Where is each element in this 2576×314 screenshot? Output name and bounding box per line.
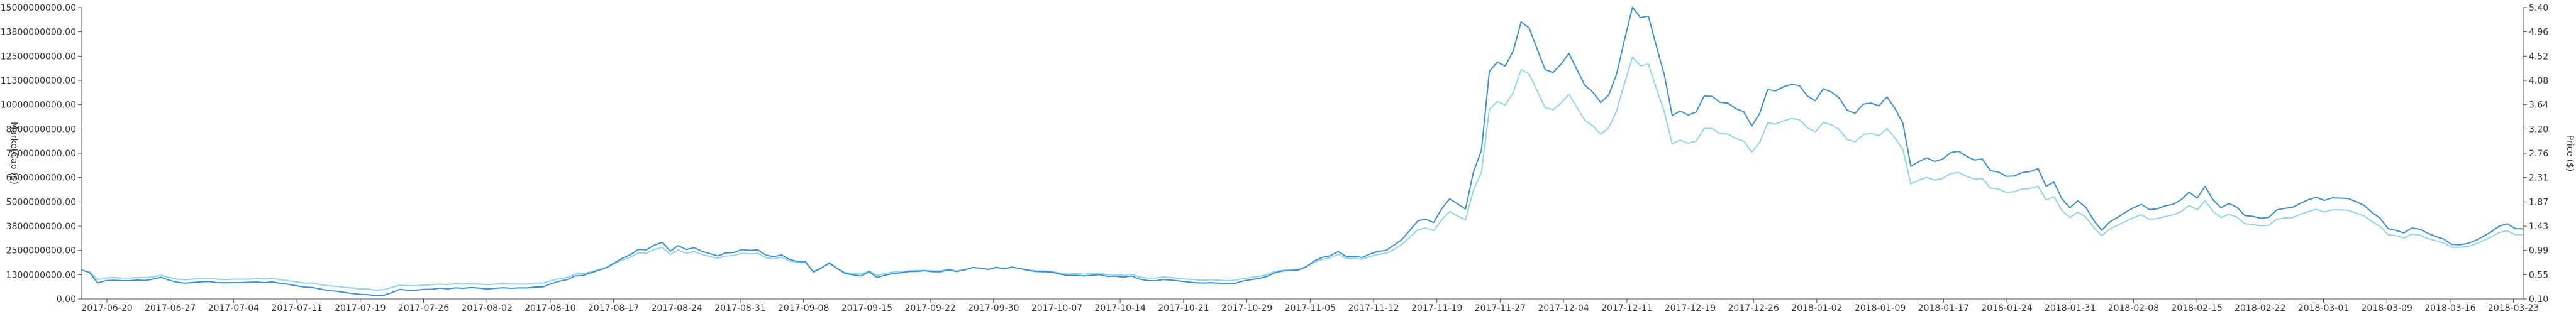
x-tick-label: 2017-11-19 [1411,303,1462,313]
right-y-tick-label: 1.43 [2529,222,2548,232]
series-group [81,6,2524,296]
x-tick-label: 2017-08-17 [588,303,639,313]
left-y-tick-label: 11300000000.00 [1,76,76,86]
left-y-tick-label: 5000000000.00 [6,197,76,207]
left-y-tick-label: 12500000000.00 [1,51,76,62]
x-tick-label: 2017-10-21 [1158,303,1209,313]
right-y-tick-label: 1.87 [2529,197,2548,207]
right-y-tick-label: 0.99 [2529,246,2548,256]
left-y-tick-label: 10000000000.00 [1,100,76,111]
x-tick-label: 2018-01-31 [2045,303,2096,313]
x-tick-label: 2017-11-27 [1475,303,1526,313]
left-y-tick-label: 3800000000.00 [6,222,76,232]
x-tick-label: 2017-11-12 [1348,303,1399,313]
x-tick-label: 2018-03-23 [2488,303,2539,313]
x-tick-label: 2017-10-07 [1031,303,1082,313]
x-tick-label: 2018-02-15 [2171,303,2222,313]
x-tick-label: 2018-01-09 [1855,303,1906,313]
price-series-line [81,56,2524,291]
x-tick-label: 2017-12-11 [1601,303,1652,313]
right-y-tick-label: 2.76 [2529,149,2548,159]
left-y-tick-label: 15000000000.00 [1,3,76,13]
right-y-tick-label: 5.40 [2529,3,2548,13]
x-tick-label: 2017-10-29 [1221,303,1272,313]
left-y-tick-label: 1300000000.00 [6,270,76,280]
x-tick-label: 2017-07-11 [271,303,322,313]
right-y-tick-label: 2.31 [2529,173,2548,183]
x-tick-label: 2017-07-04 [208,303,259,313]
left-y-tick-label: 8800000000.00 [6,124,76,134]
marketcap-series-line [81,6,2524,296]
x-tick-label: 2017-12-19 [1665,303,1716,313]
x-tick-label: 2017-12-26 [1728,303,1779,313]
x-tick-label: 2018-03-09 [2362,303,2412,313]
x-tick-label: 2017-07-19 [335,303,386,313]
x-tick-label: 2017-11-05 [1285,303,1336,313]
left-y-tick-label: 7500000000.00 [6,149,76,159]
left-y-axis-ticks: 0.00 1300000000.00 2500000000.00 3800000000… [1,3,82,305]
left-y-tick-label: 13800000000.00 [1,28,76,38]
x-tick-label: 2017-12-04 [1538,303,1589,313]
x-tick-label: 2017-09-22 [904,303,955,313]
right-y-tick-label: 3.64 [2529,100,2548,111]
x-tick-label: 2018-03-01 [2298,303,2349,313]
right-y-tick-label: 0.55 [2529,270,2548,280]
x-tick-label: 2017-09-15 [841,303,892,313]
x-tick-label: 2017-06-27 [145,303,196,313]
right-y-tick-label: 4.08 [2529,76,2548,86]
x-tick-label: 2018-02-22 [2235,303,2285,313]
x-tick-label: 2017-08-31 [714,303,765,313]
x-tick-label: 2018-01-02 [1791,303,1842,313]
x-tick-label: 2017-10-14 [1095,303,1146,313]
left-y-tick-label: 2500000000.00 [6,246,76,256]
x-tick-label: 2017-09-08 [778,303,829,313]
x-tick-label: 2018-02-08 [2108,303,2159,313]
right-y-tick-label: 3.20 [2529,124,2548,134]
x-tick-label: 2018-03-16 [2424,303,2475,313]
right-y-axis-ticks: 0.10 0.55 0.99 1.43 1.87 2.31 2.76 3.20 3.64 4.08… [2523,3,2548,305]
right-y-tick-label: 4.96 [2529,28,2548,38]
x-tick-label: 2017-08-10 [525,303,575,313]
left-y-tick-label: 6300000000.00 [6,173,76,183]
right-y-axis-title: Price ($) [2565,135,2575,171]
x-tick-label: 2017-09-30 [968,303,1019,313]
x-axis-ticks: 2017-06-20 2017-06-27 2017-07-04 2017-07-11… [81,299,2539,313]
x-tick-label: 2018-01-17 [1918,303,1969,313]
right-y-tick-label: 0.10 [2529,295,2548,305]
left-y-axis-title: MarketCap ($) [9,122,19,185]
x-tick-label: 2017-08-02 [462,303,513,313]
x-tick-label: 2017-06-20 [81,303,132,313]
x-tick-label: 2017-07-26 [398,303,449,313]
left-y-tick-label: 0.00 [57,295,76,305]
x-tick-label: 2018-01-24 [1981,303,2032,313]
right-y-tick-label: 4.52 [2529,51,2548,62]
x-tick-label: 2017-08-24 [652,303,702,313]
